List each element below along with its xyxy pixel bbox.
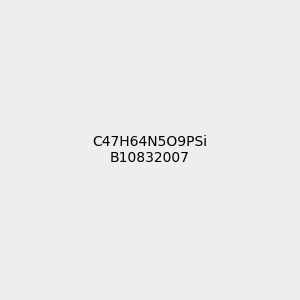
Text: C47H64N5O9PSi
B10832007: C47H64N5O9PSi B10832007 [92,135,208,165]
